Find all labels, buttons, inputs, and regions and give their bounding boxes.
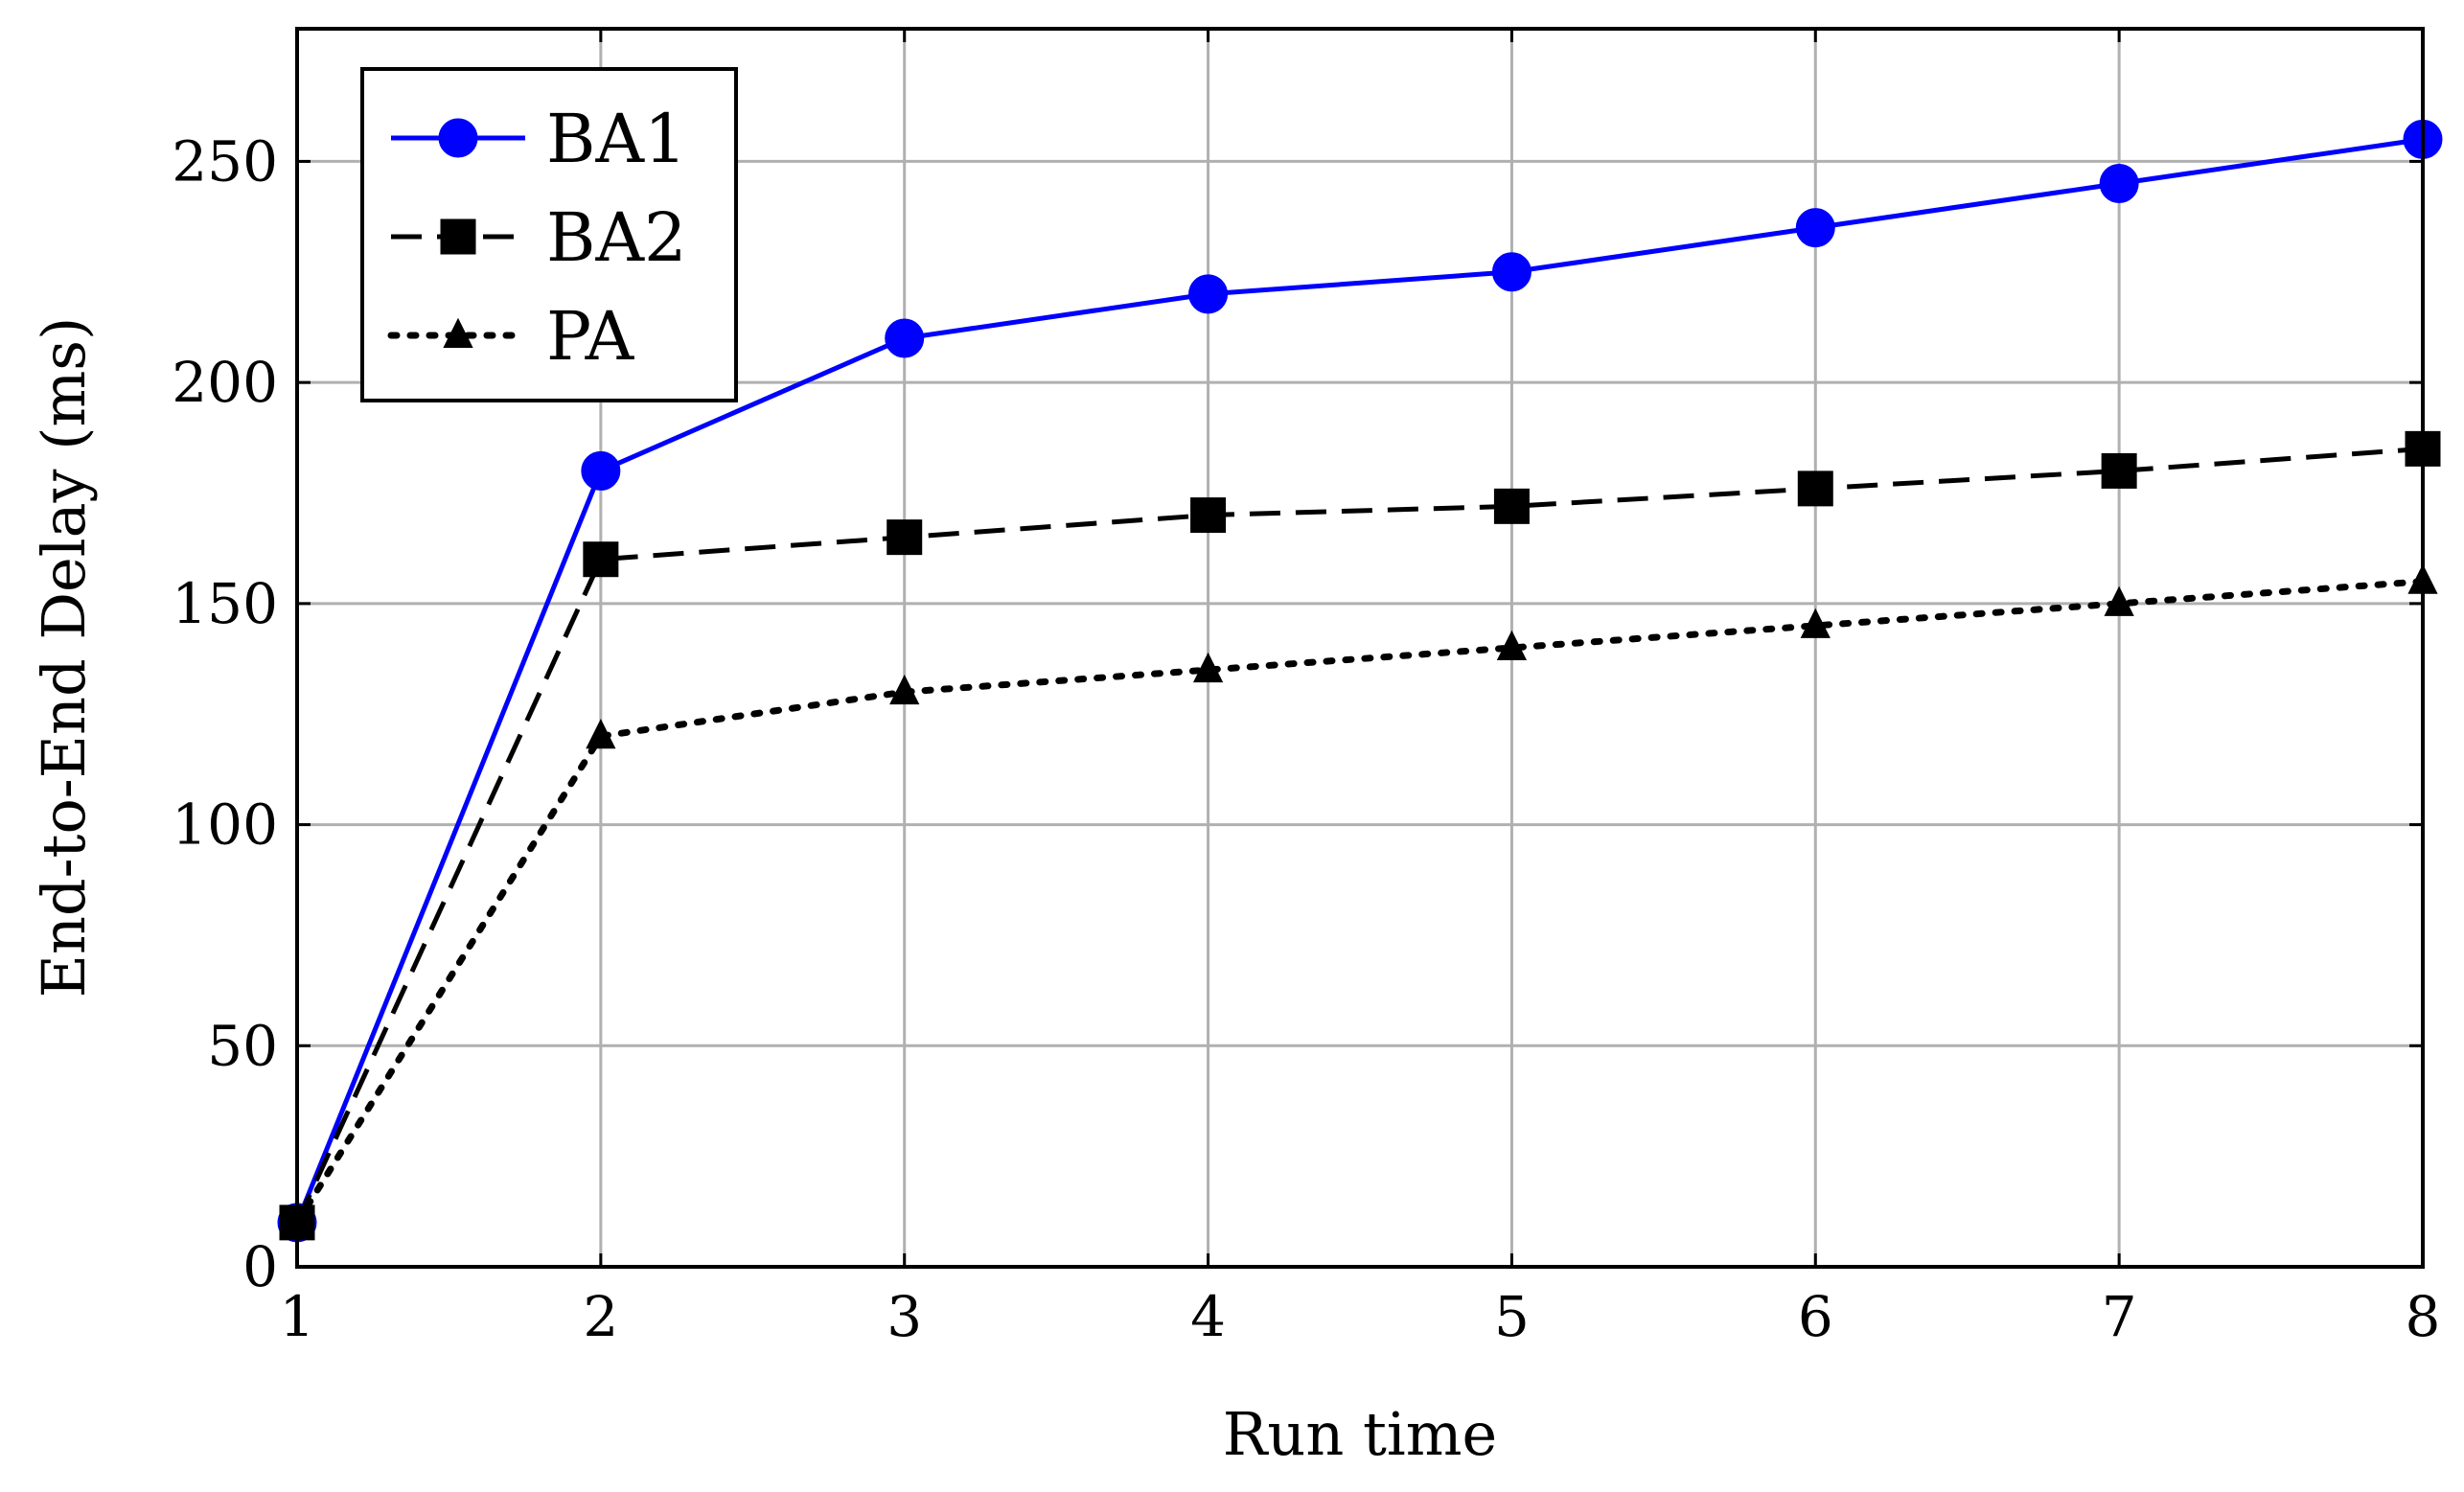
y-tick-label: 150: [172, 571, 278, 636]
x-tick-label: 1: [280, 1284, 315, 1349]
data-point-pa: [1496, 630, 1528, 660]
y-tick-label: 50: [207, 1013, 278, 1078]
data-point-ba1: [1491, 252, 1531, 292]
data-point-pa: [2104, 585, 2134, 616]
x-tick-label: 5: [1494, 1284, 1530, 1349]
x-tick-label: 2: [583, 1284, 618, 1349]
y-tick-label: 200: [172, 350, 278, 415]
series-line-ba2: [294, 446, 2424, 1224]
legend: BA1 BA2 PA: [360, 67, 738, 402]
x-tick-label: 4: [1190, 1284, 1226, 1349]
y-tick-label: 250: [172, 128, 278, 194]
data-point-ba2: [1190, 497, 1227, 534]
data-point-pa: [889, 674, 920, 705]
data-point-ba1: [1795, 208, 1835, 248]
data-point-ba2: [1797, 471, 1833, 507]
series-line-ba1: [294, 136, 2424, 1224]
data-point-pa: [586, 719, 616, 749]
data-point-ba1: [581, 450, 621, 491]
y-axis-title: End-to-End Delay (ms): [29, 317, 99, 998]
x-axis-title: Run time: [1223, 1399, 1497, 1469]
legend-label-pa: PA: [546, 297, 635, 376]
legend-box: [360, 67, 738, 402]
data-point-pa: [1800, 608, 1831, 638]
data-point-ba1: [885, 318, 925, 358]
x-tick-label: 3: [887, 1284, 922, 1349]
data-point-ba2: [887, 519, 923, 556]
data-point-ba2: [1493, 488, 1530, 524]
x-tick-label: 6: [1798, 1284, 1833, 1349]
legend-marker-ba1: [438, 118, 478, 158]
data-point-ba1: [2099, 164, 2139, 203]
x-tick-label: 8: [2406, 1284, 2441, 1349]
data-point-pa: [1192, 652, 1224, 683]
legend-label-ba1: BA1: [546, 100, 687, 178]
data-point-ba1: [1188, 274, 1229, 314]
tick-labels: 1 2 3 4 5 6 7 8 0 50 100 150 200 250: [172, 128, 2440, 1349]
series-pa: [282, 563, 2438, 1235]
legend-label-ba2: BA2: [546, 198, 687, 277]
y-tick-label: 100: [172, 792, 278, 858]
y-tick-label: 0: [242, 1234, 278, 1299]
data-point-ba2: [2101, 452, 2137, 489]
plot-border: [295, 27, 2425, 1269]
legend-marker-pa: [443, 317, 473, 348]
plot-frame: [295, 27, 2425, 1269]
data-point-ba2: [583, 541, 619, 578]
legend-marker-ba2: [440, 218, 476, 255]
x-tick-label: 7: [2102, 1284, 2137, 1349]
series-ba2: [279, 430, 2441, 1241]
series-line-pa: [293, 578, 2427, 1227]
